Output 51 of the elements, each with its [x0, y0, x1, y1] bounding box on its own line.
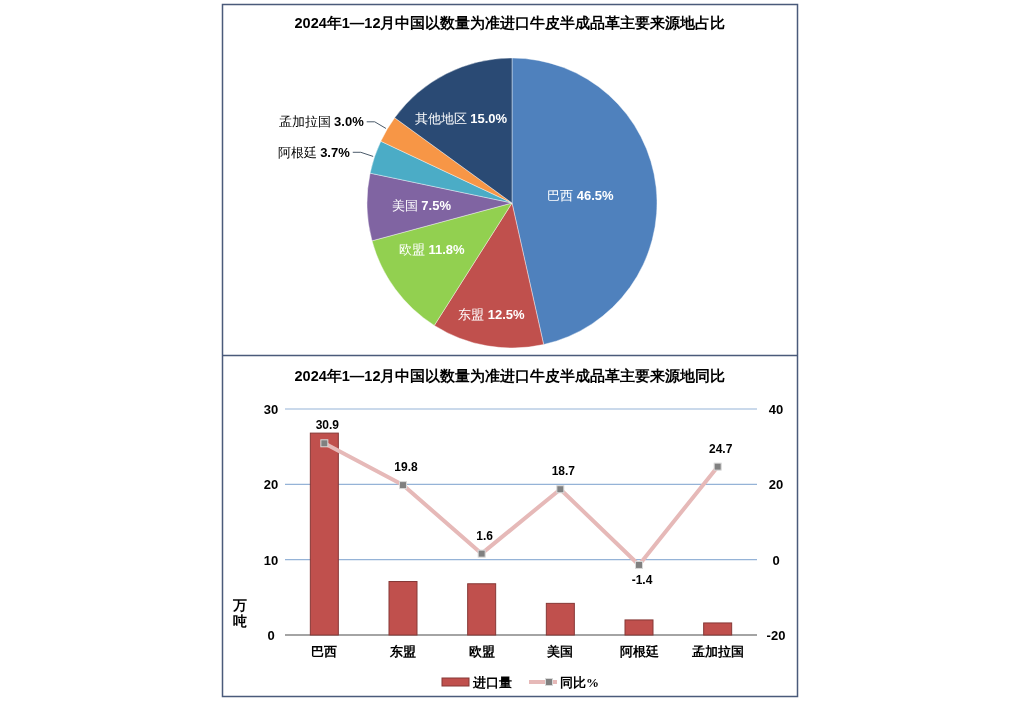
slice-label: 欧盟: [399, 242, 429, 258]
x-tick-label: 巴西: [311, 644, 338, 659]
data-label: 15.0%: [470, 110, 508, 126]
legend-label: 进口量: [472, 675, 512, 690]
y2-tick-label: 40: [768, 402, 784, 417]
data-label: 3.7%: [320, 144, 351, 160]
data-label: 24.7: [708, 441, 733, 456]
y-axis-title: 万吨: [232, 598, 247, 629]
x-tick-label: 孟加拉国: [690, 644, 744, 659]
data-label: 19.8: [394, 460, 418, 475]
bar: [467, 583, 497, 636]
y-tick-label: 30: [263, 402, 279, 417]
data-label: 18.7: [551, 464, 576, 479]
point: [477, 549, 486, 558]
data-label: 12.5%: [487, 307, 526, 323]
y2-tick-label: 0: [772, 552, 780, 568]
point: [399, 481, 407, 490]
x-tick-label: 美国: [546, 644, 574, 659]
slice-label: 东盟: [458, 307, 488, 323]
bar: [309, 432, 339, 636]
point: [320, 439, 329, 448]
y-tick-label: 20: [263, 477, 279, 493]
bar: [624, 619, 654, 636]
chart-title: 2024年1—12月中国以数量为准进口牛皮半成品革主要来源地占比: [294, 14, 726, 31]
x-tick-label: 东盟: [389, 644, 416, 659]
data-label: 3.0%: [334, 114, 365, 130]
bar: [703, 622, 733, 636]
data-label: 7.5%: [421, 198, 452, 214]
y2-tick-label: 20: [768, 477, 784, 493]
data-label: 11.8%: [428, 242, 466, 258]
y2-tick-label: -20: [766, 628, 786, 643]
y-tick-label: 10: [263, 552, 279, 568]
point: [556, 485, 565, 494]
data-label: -1.4: [631, 572, 653, 587]
point: [713, 462, 722, 471]
chart-title: 2024年1—12月中国以数量为准进口牛皮半成品革主要来源地同比: [294, 367, 726, 384]
x-tick-label: 欧盟: [468, 644, 495, 659]
slice-label: 其他地区: [414, 110, 471, 126]
y-tick-label: 0: [267, 628, 275, 643]
data-label: 30.9: [315, 418, 340, 433]
bar: [388, 581, 418, 636]
data-label: 46.5%: [576, 188, 615, 204]
point: [635, 560, 643, 569]
bar: [545, 602, 575, 636]
legend-label: 同比%: [560, 675, 599, 690]
slice-label: 孟加拉国: [278, 114, 335, 130]
slice-label: 巴西: [547, 188, 577, 204]
data-label: 1.6: [476, 528, 494, 543]
slice-label: 阿根廷: [277, 144, 321, 160]
slice-label: 美国: [392, 198, 422, 214]
x-tick-label: 阿根廷: [619, 644, 659, 659]
